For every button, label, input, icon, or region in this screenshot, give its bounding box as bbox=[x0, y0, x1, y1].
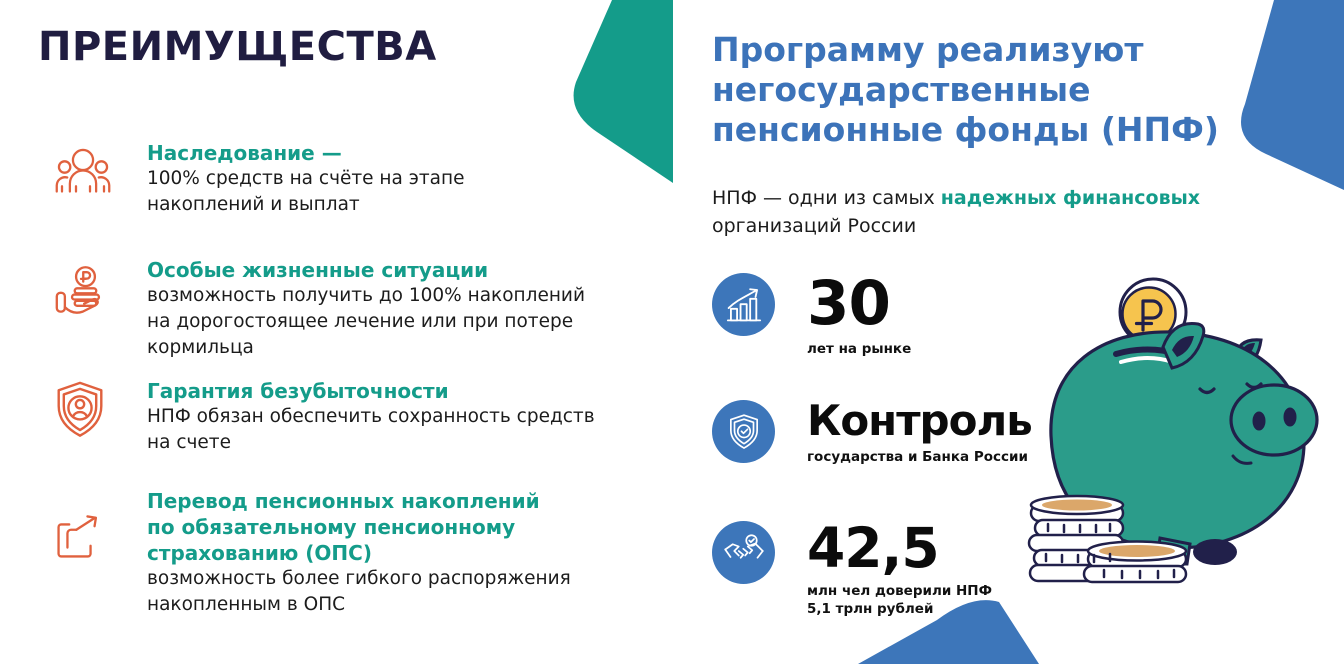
advantage-title-line: страхованию (ОПС) bbox=[147, 541, 372, 565]
handshake-icon bbox=[712, 521, 775, 584]
advantage-body-line: кормильца bbox=[147, 337, 254, 358]
advantage-title-line: Особые жизненные ситуации bbox=[147, 258, 489, 282]
advantage-text: Наследование — 100% средств на счёте на … bbox=[147, 140, 464, 218]
advantage-body-line: НПФ обязан обеспечить сохранность средст… bbox=[147, 406, 595, 427]
page-title: ПРЕИМУЩЕСТВА bbox=[38, 24, 437, 70]
section-title-line: пенсионные фонды (НПФ) bbox=[712, 110, 1219, 149]
stat-text: 30 лет на рынке bbox=[807, 273, 911, 358]
advantage-text: Перевод пенсионных накоплений по обязате… bbox=[147, 488, 571, 618]
advantage-item: Наследование — 100% средств на счёте на … bbox=[55, 140, 464, 218]
advantage-title-line: Гарантия безубыточности bbox=[147, 379, 449, 403]
stat-value: 42,5 bbox=[807, 516, 940, 580]
subtitle-highlight: надежных финансовых bbox=[940, 187, 1201, 209]
advantage-title-line: по обязательному пенсионному bbox=[147, 515, 516, 539]
section-subtitle: НПФ — одни из самых надежных финансовых … bbox=[712, 184, 1200, 240]
advantage-item: Особые жизненные ситуации возможность по… bbox=[55, 257, 585, 361]
subtitle-line: организаций России bbox=[712, 215, 917, 237]
stat-label: млн чел доверили НПФ bbox=[807, 583, 992, 599]
shield-check-icon bbox=[712, 400, 775, 463]
advantage-body-line: на дорогостоящее лечение или при потере bbox=[147, 311, 574, 332]
growth-chart-icon bbox=[712, 273, 775, 336]
advantage-body-line: накопленным в ОПС bbox=[147, 594, 346, 615]
transfer-icon bbox=[55, 512, 113, 564]
stat-row: 30 лет на рынке bbox=[712, 273, 911, 358]
stat-row: 42,5 млн чел доверили НПФ 5,1 трлн рубле… bbox=[712, 521, 992, 618]
stat-row: Контроль государства и Банка России bbox=[712, 396, 1033, 466]
stat-value: 30 bbox=[807, 268, 891, 339]
advantage-item: Гарантия безубыточности НПФ обязан обесп… bbox=[55, 378, 595, 456]
advantage-body-line: 100% средств на счёте на этапе bbox=[147, 168, 465, 189]
subtitle-line: НПФ — одни из самых надежных финансовых bbox=[712, 184, 1200, 212]
family-icon bbox=[55, 146, 113, 201]
section-title: Программу реализуют негосударственные пе… bbox=[712, 30, 1219, 150]
shield-person-icon bbox=[55, 381, 113, 442]
stat-text: Контроль государства и Банка России bbox=[807, 396, 1033, 466]
stat-value: Контроль bbox=[807, 396, 1033, 445]
advantage-title-line: Перевод пенсионных накоплений bbox=[147, 489, 540, 513]
advantage-item: Перевод пенсионных накоплений по обязате… bbox=[55, 488, 571, 618]
advantage-body-line: на счете bbox=[147, 432, 231, 453]
subtitle-text: НПФ — одни из самых bbox=[712, 187, 941, 209]
section-title-line: Программу реализуют bbox=[712, 30, 1144, 69]
advantage-text: Гарантия безубыточности НПФ обязан обесп… bbox=[147, 378, 595, 456]
stat-label: 5,1 трлн рублей bbox=[807, 601, 934, 617]
stat-label: лет на рынке bbox=[807, 341, 912, 357]
advantage-body-line: возможность более гибкого распоряжения bbox=[147, 568, 571, 589]
advantage-body-line: возможность получить до 100% накоплений bbox=[147, 285, 585, 306]
advantage-title-line: Наследование — bbox=[147, 141, 342, 165]
advantage-text: Особые жизненные ситуации возможность по… bbox=[147, 257, 585, 361]
hand-coins-icon bbox=[55, 265, 113, 323]
stat-text: 42,5 млн чел доверили НПФ 5,1 трлн рубле… bbox=[807, 521, 992, 618]
advantage-body-line: накоплений и выплат bbox=[147, 194, 360, 215]
stat-label: государства и Банка России bbox=[807, 449, 1028, 465]
section-title-line: негосударственные bbox=[712, 70, 1091, 109]
